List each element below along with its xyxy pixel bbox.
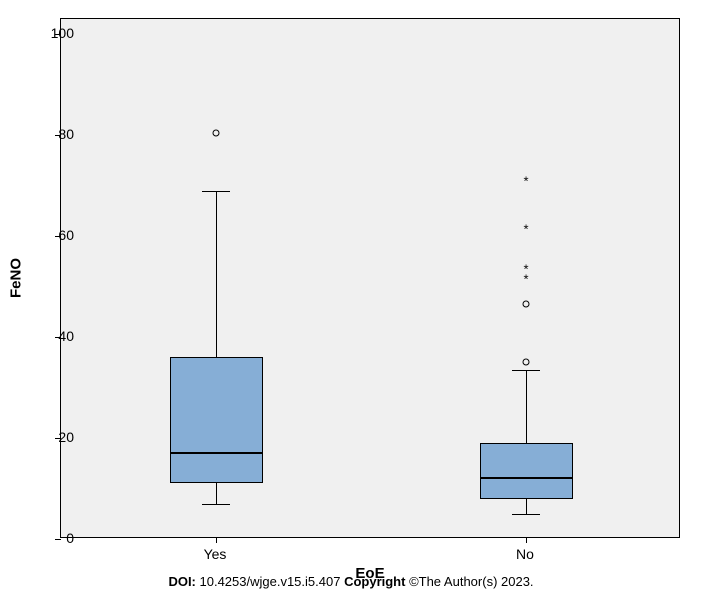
- doi-value: 10.4253/wjge.v15.i5.407: [200, 574, 341, 589]
- chart-container: **** FeNO EoE 020406080100 YesNo DOI: 10…: [0, 0, 702, 593]
- caption: DOI: 10.4253/wjge.v15.i5.407 Copyright ©…: [0, 574, 702, 589]
- boxplot-median: [170, 452, 263, 454]
- x-tick-label: Yes: [204, 546, 227, 562]
- outlier-star: *: [523, 174, 528, 187]
- outlier-star: *: [523, 262, 528, 275]
- y-tick: [55, 539, 61, 540]
- y-axis-label: FeNO: [8, 258, 25, 298]
- whisker-cap: [202, 504, 230, 505]
- whisker-line: [216, 483, 217, 503]
- whisker-line: [526, 499, 527, 514]
- y-tick-label: 40: [58, 328, 74, 344]
- boxplot-median: [480, 477, 573, 479]
- plot-area: ****: [60, 18, 680, 538]
- whisker-cap: [202, 191, 230, 192]
- outlier-circle: [523, 359, 530, 366]
- y-tick-label: 60: [58, 227, 74, 243]
- y-tick-label: 0: [66, 530, 74, 546]
- outlier-circle: [523, 301, 530, 308]
- whisker-line: [526, 370, 527, 443]
- outlier-circle: [213, 129, 220, 136]
- copyright-rest: ©The Author(s) 2023.: [409, 574, 533, 589]
- whisker-cap: [512, 370, 540, 371]
- copyright-word: Copyright: [340, 574, 409, 589]
- boxplot-box: [170, 357, 263, 483]
- doi-label: DOI:: [168, 574, 199, 589]
- x-tick: [216, 537, 217, 543]
- y-tick-label: 80: [58, 126, 74, 142]
- x-tick-label: No: [516, 546, 534, 562]
- whisker-cap: [512, 514, 540, 515]
- whisker-line: [216, 191, 217, 358]
- y-tick-label: 20: [58, 429, 74, 445]
- y-tick-label: 100: [51, 25, 74, 41]
- outlier-star: *: [523, 222, 528, 235]
- x-tick: [526, 537, 527, 543]
- boxplot-box: [480, 443, 573, 499]
